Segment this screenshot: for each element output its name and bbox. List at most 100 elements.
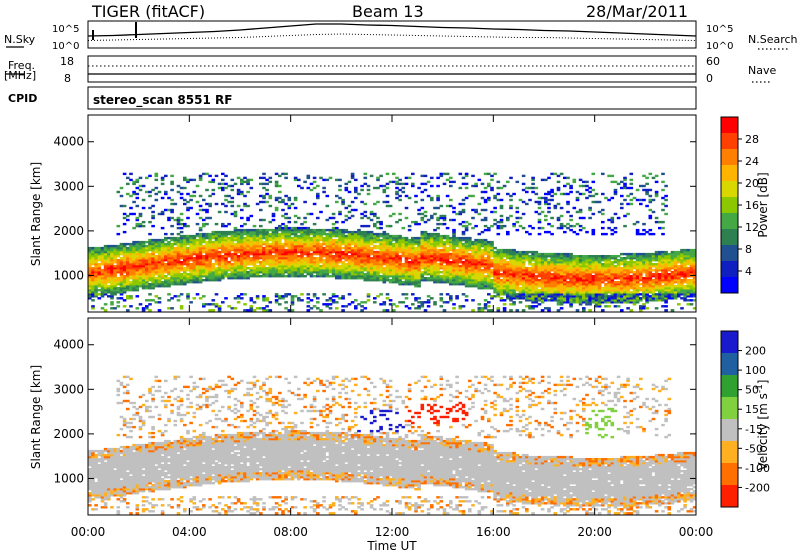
heat-cell <box>268 244 273 248</box>
heat-cell <box>278 248 282 252</box>
heat-cell <box>157 267 162 270</box>
heat-cell <box>578 291 583 294</box>
heat-cell <box>433 275 437 278</box>
heat-cell <box>110 285 114 288</box>
heat-cell <box>531 182 535 186</box>
heat-cell <box>537 281 542 284</box>
heat-cell <box>344 255 349 258</box>
heat-cell <box>312 246 317 250</box>
heat-cell <box>540 275 545 278</box>
heat-cell <box>316 194 320 198</box>
heat-cell <box>426 244 431 248</box>
heat-cell <box>274 232 279 236</box>
heat-cell <box>170 224 174 228</box>
heat-cell <box>170 267 174 270</box>
heat-cell <box>433 252 437 256</box>
heat-cell <box>544 265 548 268</box>
heat-cell <box>129 212 133 216</box>
heat-cell <box>385 238 390 242</box>
heat-cell <box>483 208 488 212</box>
heat-cell <box>509 259 513 262</box>
heat-cell <box>392 265 396 268</box>
heat-cell <box>544 289 548 292</box>
heat-cell <box>141 248 146 252</box>
heat-cell <box>458 246 463 250</box>
heat-cell <box>493 265 497 268</box>
heat-cell <box>195 257 200 260</box>
heat-cell <box>385 265 390 268</box>
heat-cell <box>566 283 570 286</box>
heat-cell <box>113 257 117 260</box>
heat-cell <box>531 269 535 272</box>
heat-cell <box>230 277 235 280</box>
heat-cell <box>325 259 330 262</box>
heat-cell <box>521 277 526 280</box>
heat-cell <box>464 228 469 232</box>
heat-cell <box>426 267 431 270</box>
heat-cell <box>141 261 146 264</box>
heat-cell <box>246 178 250 182</box>
heat-cell <box>436 194 440 198</box>
heat-cell <box>445 248 450 252</box>
heat-cell <box>246 267 250 270</box>
heat-cell <box>186 192 190 196</box>
heat-cell <box>515 265 520 268</box>
heat-cell <box>528 250 532 254</box>
heat-cell <box>230 275 235 278</box>
heat-cell <box>186 248 190 252</box>
heat-cell <box>300 236 304 240</box>
heat-cell <box>154 240 159 244</box>
heat-cell <box>107 248 111 252</box>
heat-cell <box>363 255 368 258</box>
heat-cell <box>360 244 364 248</box>
heat-cell <box>141 287 146 290</box>
heat-cell <box>268 257 273 260</box>
heat-cell <box>151 299 155 302</box>
heat-cell <box>262 265 266 268</box>
heat-cell <box>357 242 361 246</box>
heat-cell <box>423 242 428 246</box>
heat-cell <box>306 236 311 240</box>
heat-cell <box>509 263 513 266</box>
heat-cell <box>369 252 374 256</box>
heat-cell <box>559 267 564 270</box>
heat-cell <box>265 246 269 250</box>
heat-cell <box>208 252 212 256</box>
heat-cell <box>452 271 456 274</box>
heat-cell <box>179 196 184 200</box>
heat-cell <box>369 242 374 246</box>
heat-cell <box>420 257 425 260</box>
heat-cell <box>205 242 209 246</box>
heat-cell <box>559 261 564 264</box>
heat-cell <box>363 234 368 238</box>
heat-cell <box>316 267 320 270</box>
heat-cell <box>132 265 136 268</box>
heat-cell <box>379 252 383 256</box>
heat-cell <box>411 263 415 266</box>
heat-cell <box>360 184 364 188</box>
heat-cell <box>471 248 475 252</box>
heat-cell <box>189 248 193 252</box>
heat-cell <box>309 182 314 186</box>
heat-cell <box>585 184 589 188</box>
heat-cell <box>468 244 472 248</box>
heat-cell <box>556 216 561 220</box>
heat-cell <box>176 242 181 246</box>
heat-cell <box>496 263 501 266</box>
heat-cell <box>300 261 304 264</box>
heat-cell <box>544 259 548 262</box>
heat-cell <box>483 265 488 268</box>
heat-cell <box>192 271 197 274</box>
heat-cell <box>423 267 428 270</box>
heat-cell <box>537 303 542 306</box>
heat-cell <box>471 275 475 278</box>
heat-cell <box>211 279 216 282</box>
heat-cell <box>119 267 124 270</box>
heat-cell <box>395 196 399 200</box>
heat-cell <box>240 275 244 278</box>
heat-cell <box>369 246 374 250</box>
heat-cell <box>569 257 573 260</box>
heat-cell <box>544 178 548 182</box>
heat-cell <box>521 269 526 272</box>
heat-cell <box>262 196 266 200</box>
